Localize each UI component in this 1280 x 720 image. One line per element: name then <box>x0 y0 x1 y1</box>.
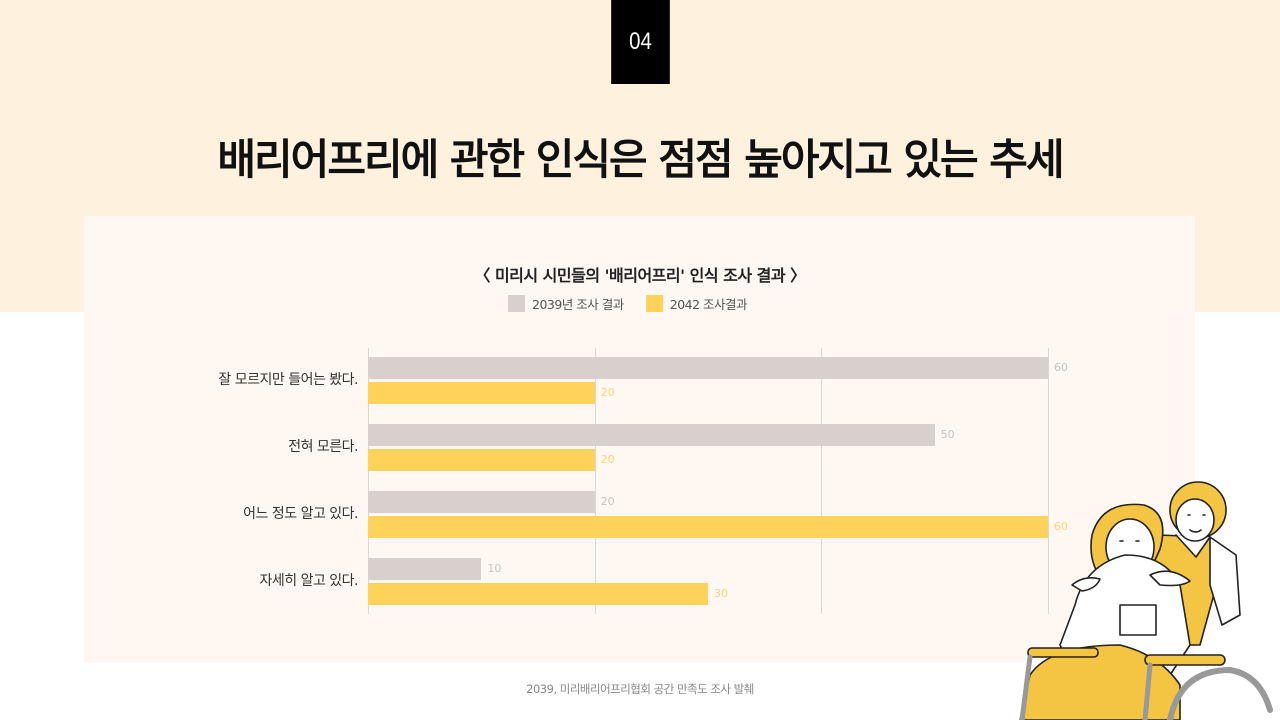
gridline <box>368 348 369 614</box>
bar-2039 <box>368 558 482 580</box>
bar-value-label: 10 <box>487 562 502 575</box>
bar-value-label: 20 <box>600 453 615 466</box>
bar-2042 <box>368 516 1048 538</box>
bar-value-label: 50 <box>940 428 955 441</box>
bar-2042 <box>368 583 708 605</box>
bar-value-label: 60 <box>1054 361 1068 374</box>
legend-label-2039: 2039년 조사 결과 <box>532 296 624 312</box>
source-note: 2039, 미리배리어프리협회 공간 만족도 조사 발췌 <box>526 682 754 696</box>
category-label: 잘 모르지만 들어는 봤다. <box>218 372 358 388</box>
bar-2042 <box>368 449 595 471</box>
bar-value-label: 20 <box>600 386 615 399</box>
bar-value-label: 30 <box>714 587 728 600</box>
bar-2039 <box>368 424 935 446</box>
legend-label-2042: 2042 조사결과 <box>669 296 748 312</box>
bar-value-label: 20 <box>600 495 615 508</box>
bar-2039 <box>368 491 595 513</box>
category-label: 전혀 모른다. <box>288 439 358 455</box>
legend-swatch-gray <box>508 294 525 312</box>
legend-swatch-yellow <box>645 294 663 312</box>
wheelchair-caregiver-illustration <box>1000 475 1280 720</box>
gridline <box>594 348 596 614</box>
category-label: 자세히 알고 있다. <box>259 573 358 589</box>
category-label: 어느 정도 알고 있다. <box>243 506 358 522</box>
bar-value-label: 60 <box>1054 520 1068 533</box>
gridline <box>821 348 823 614</box>
gridline <box>1048 348 1049 614</box>
legend-item-2039: 2039년 조사 결과 <box>508 294 624 313</box>
page-title: 배리어프리에 관한 인식은 점점 높아지고 있는 추세 <box>217 135 1064 184</box>
wheelchair-illustration-icon <box>1019 481 1273 720</box>
page-number: 04 <box>611 0 670 84</box>
legend-item-2042: 2042 조사결과 <box>645 294 748 313</box>
chart-legend: 2039년 조사 결과 2042 조사결과 <box>508 294 769 312</box>
bar-2039 <box>368 357 1048 379</box>
chart-title: 〈 미리시 시민들의 '배리어프리' 인식 조사 결과 〉 <box>474 266 806 285</box>
bar-2042 <box>368 382 595 404</box>
